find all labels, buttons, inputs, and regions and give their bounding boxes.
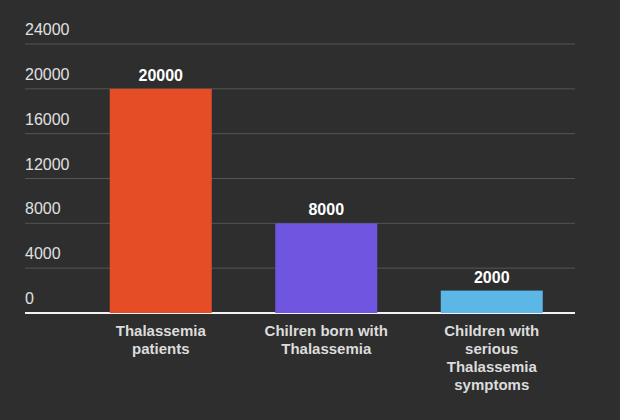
tick-label: 16000 xyxy=(25,111,70,128)
grid-line xyxy=(25,88,575,89)
category-line: Chilren born with xyxy=(265,322,388,339)
category-line: symptoms xyxy=(454,376,529,393)
category-line: Thalassemia xyxy=(116,322,207,339)
grid-line xyxy=(25,133,575,134)
bar xyxy=(275,223,377,313)
bar xyxy=(110,89,212,313)
tick-label: 20000 xyxy=(25,66,70,83)
tick-label: 8000 xyxy=(25,200,61,217)
data-label: 20000 xyxy=(139,67,184,84)
tick-label: 24000 xyxy=(25,21,70,38)
data-label: 2000 xyxy=(474,269,510,286)
chart: 0 4000 8000 12000 16000 20000 24000 20000 Thalas… xyxy=(0,0,620,420)
bar xyxy=(441,291,543,313)
category-label: Chilren born withThalassemia xyxy=(265,322,388,357)
category-label: Thalassemiapatients xyxy=(116,322,207,357)
background xyxy=(0,0,620,420)
tick-label: 12000 xyxy=(25,156,70,173)
category-line: Children with xyxy=(444,322,539,339)
category-line: patients xyxy=(132,340,190,357)
category-label: Children withseriousThalassemiasymptoms xyxy=(444,322,539,393)
grid-line xyxy=(25,178,575,179)
data-label: 8000 xyxy=(308,201,344,218)
grid-line xyxy=(25,44,575,45)
category-line: Thalassemia xyxy=(447,358,538,375)
labels: 20000Thalassemiapatients8000Chilren born… xyxy=(116,67,540,393)
category-line: Thalassemia xyxy=(281,340,372,357)
bars xyxy=(110,89,543,313)
tick-label: 4000 xyxy=(25,245,61,262)
category-line: serious xyxy=(465,340,518,357)
tick-label: 0 xyxy=(25,290,34,307)
